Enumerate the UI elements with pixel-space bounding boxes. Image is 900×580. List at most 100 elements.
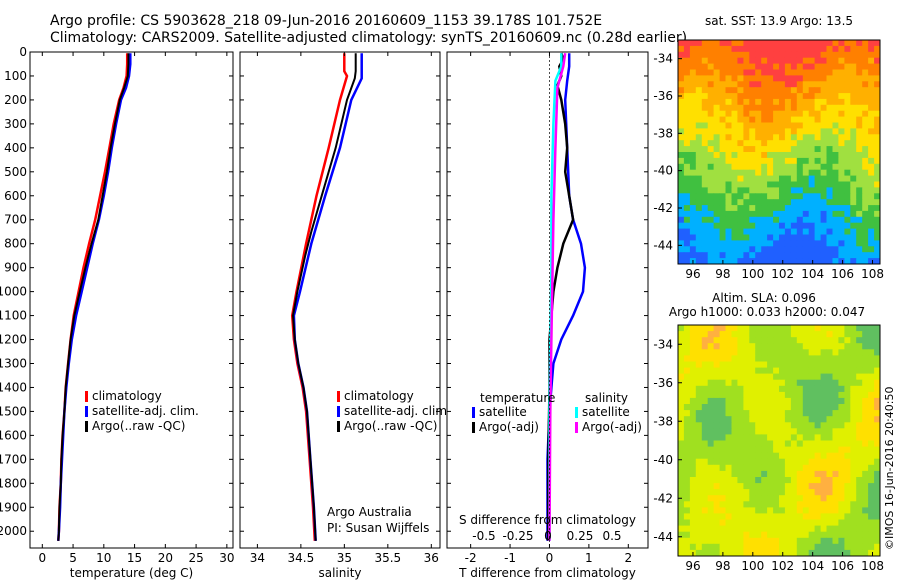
- heatmap-cell: [790, 51, 798, 59]
- heatmap-cell: [826, 45, 833, 53]
- heatmap-cell: [707, 331, 715, 338]
- heatmap-cell: [838, 116, 845, 123]
- heatmap-cell: [719, 416, 726, 423]
- heatmap-cell: [767, 140, 774, 147]
- heatmap-cell: [844, 98, 851, 106]
- heatmap-cell: [838, 57, 845, 65]
- heatmap-cell: [743, 140, 750, 147]
- heatmap-cell: [874, 428, 881, 435]
- heatmap-cell: [707, 397, 715, 405]
- heatmap-cell: [826, 379, 833, 387]
- heatmap-cell: [779, 361, 786, 369]
- heatmap-cell: [862, 146, 869, 153]
- heatmap-cell: [844, 385, 851, 393]
- heatmap-cell: [695, 152, 703, 159]
- heatmap-cell: [695, 422, 703, 429]
- heatmap-cell: [779, 489, 786, 496]
- heatmap-cell: [874, 134, 881, 141]
- heatmap-cell: [832, 361, 839, 369]
- heatmap-cell: [749, 470, 756, 478]
- heatmap-cell: [862, 193, 869, 200]
- heatmap-cell: [862, 246, 869, 253]
- heatmap-cell: [790, 169, 798, 177]
- heatmap-cell: [820, 163, 827, 171]
- heatmap-cell: [731, 222, 738, 230]
- heatmap-cell: [719, 477, 726, 484]
- heatmap-cell: [862, 140, 869, 147]
- heatmap-cell: [749, 531, 756, 539]
- heatmap-cell: [856, 458, 863, 466]
- heatmap-cell: [713, 549, 720, 557]
- heatmap-cell: [731, 434, 738, 441]
- heatmap-cell: [832, 331, 839, 338]
- heatmap-cell: [725, 51, 732, 59]
- heatmap-cell: [826, 434, 833, 441]
- heatmap-cell: [713, 361, 720, 369]
- heatmap-cell: [802, 258, 810, 265]
- heatmap-cell: [683, 210, 691, 218]
- heatmap-cell: [767, 525, 774, 533]
- heatmap-cell: [737, 205, 744, 212]
- heatmap-cell: [773, 45, 780, 53]
- heatmap-cell: [707, 501, 715, 508]
- heatmap-cell: [707, 452, 715, 460]
- heatmap-cell: [784, 361, 792, 369]
- heatmap-cell: [683, 128, 691, 135]
- heatmap-cell: [808, 175, 816, 182]
- heatmap-cell: [725, 163, 732, 171]
- heatmap-cell: [844, 140, 851, 147]
- heatmap-cell: [844, 410, 851, 417]
- heatmap-cell: [832, 367, 839, 375]
- heatmap-cell: [826, 234, 833, 241]
- heatmap-cell: [814, 477, 821, 484]
- heatmap-cell: [701, 104, 709, 112]
- heatmap-cell: [784, 428, 792, 435]
- heatmap-cell: [808, 404, 816, 411]
- heatmap-cell: [784, 216, 792, 224]
- heatmap-cell: [856, 140, 863, 147]
- heatmap-cell: [737, 495, 744, 502]
- heatmap-cell: [767, 464, 774, 472]
- heatmap-cell: [808, 75, 816, 82]
- heatmap-cell: [808, 446, 816, 454]
- heatmap-cell: [874, 434, 881, 441]
- heatmap-cell: [707, 477, 715, 484]
- heatmap-cell: [683, 440, 691, 448]
- heatmap-cell: [784, 397, 792, 405]
- heatmap-cell: [755, 240, 762, 247]
- heatmap-cell: [713, 416, 720, 423]
- heatmap-cell: [808, 181, 816, 188]
- heatmap-cell: [850, 452, 857, 460]
- heatmap-cell: [820, 379, 827, 387]
- heatmap-cell: [862, 258, 869, 265]
- heatmap-cell: [808, 519, 816, 527]
- heatmap-cell: [689, 134, 697, 141]
- heatmap-cell: [678, 228, 685, 235]
- heatmap-cell: [802, 379, 810, 387]
- heatmap-cell: [784, 507, 792, 514]
- heatmap-cell: [784, 477, 792, 484]
- heatmap-cell: [826, 93, 833, 100]
- heatmap-cell: [749, 507, 756, 514]
- heatmap-cell: [761, 157, 768, 165]
- x-tick-label: 100: [741, 559, 764, 573]
- heatmap-cell: [856, 146, 863, 153]
- heatmap-cell: [838, 104, 845, 112]
- heatmap-cell: [678, 75, 685, 82]
- heatmap-cell: [796, 434, 804, 441]
- heatmap-cell: [737, 40, 744, 47]
- heatmap-cell: [749, 110, 756, 118]
- heatmap-cell: [814, 543, 821, 551]
- heatmap-cell: [862, 343, 869, 350]
- heatmap-cell: [820, 446, 827, 454]
- heatmap-cell: [784, 187, 792, 194]
- heatmap-cell: [802, 434, 810, 441]
- heatmap-cell: [689, 543, 697, 551]
- heatmap-cell: [773, 470, 780, 478]
- heatmap-cell: [844, 379, 851, 387]
- heatmap-cell: [826, 175, 833, 182]
- heatmap-cell: [725, 116, 732, 123]
- heatmap-cell: [820, 157, 827, 165]
- heatmap-cell: [773, 210, 780, 218]
- heatmap-cell: [737, 169, 744, 177]
